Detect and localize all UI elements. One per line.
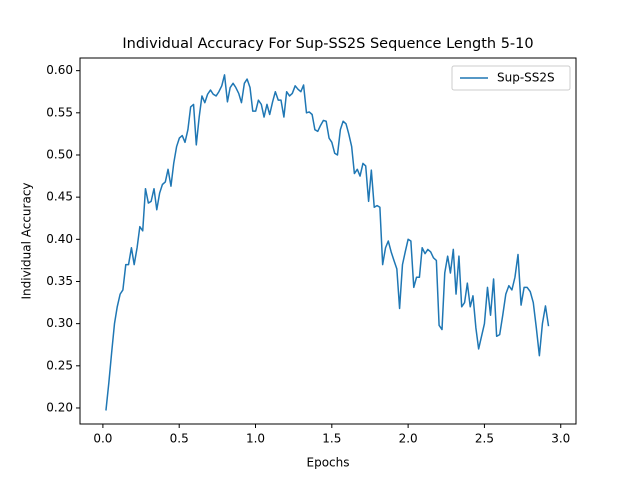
- y-tick-label: 0.45: [46, 190, 73, 204]
- x-axis-label: Epochs: [307, 456, 350, 470]
- y-axis-label: Individual Accuracy: [20, 182, 34, 299]
- x-tick-label: 2.0: [399, 432, 418, 446]
- x-tick-label: 1.5: [322, 432, 341, 446]
- chart-title: Individual Accuracy For Sup-SS2S Sequenc…: [122, 36, 533, 52]
- y-tick-label: 0.35: [46, 274, 73, 288]
- y-tick-label: 0.60: [46, 63, 73, 77]
- y-tick-label: 0.50: [46, 147, 73, 161]
- x-tick-label: 0.5: [170, 432, 189, 446]
- y-tick-label: 0.30: [46, 316, 73, 330]
- x-tick-label: 2.5: [475, 432, 494, 446]
- line-series: [105, 74, 550, 411]
- x-tick-label: 1.0: [246, 432, 265, 446]
- y-tick-label: 0.55: [46, 105, 73, 119]
- legend-label: Sup-SS2S: [497, 71, 555, 85]
- legend-box: [451, 65, 571, 91]
- x-tick-label: 0.0: [93, 432, 112, 446]
- y-tick-label: 0.20: [46, 400, 73, 414]
- y-tick-label: 0.25: [46, 358, 73, 372]
- plot-frame: [79, 57, 577, 425]
- x-tick-label: 3.0: [551, 432, 570, 446]
- y-tick-label: 0.40: [46, 232, 73, 246]
